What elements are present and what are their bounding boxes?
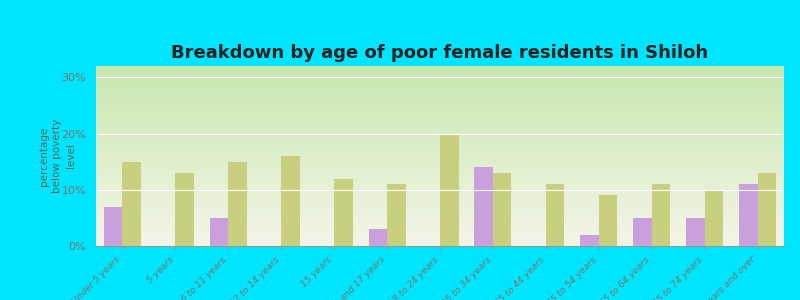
Bar	[104, 207, 122, 246]
Title: Breakdown by age of poor female residents in Shiloh: Breakdown by age of poor female resident…	[171, 44, 709, 62]
Bar	[334, 178, 353, 246]
Bar	[705, 190, 723, 246]
Bar	[686, 218, 705, 246]
Bar	[440, 134, 458, 246]
Bar	[369, 229, 387, 246]
Bar	[758, 173, 776, 246]
Bar	[598, 195, 618, 246]
Y-axis label: percentage
below poverty
level: percentage below poverty level	[39, 119, 75, 193]
Bar	[387, 184, 406, 246]
Bar	[633, 218, 652, 246]
Bar	[282, 156, 300, 246]
Bar	[493, 173, 511, 246]
Bar	[474, 167, 493, 246]
Bar	[739, 184, 758, 246]
Bar	[210, 218, 228, 246]
Bar	[122, 162, 141, 246]
Bar	[652, 184, 670, 246]
Bar	[546, 184, 564, 246]
Bar	[580, 235, 598, 246]
Bar	[175, 173, 194, 246]
Bar	[228, 162, 247, 246]
